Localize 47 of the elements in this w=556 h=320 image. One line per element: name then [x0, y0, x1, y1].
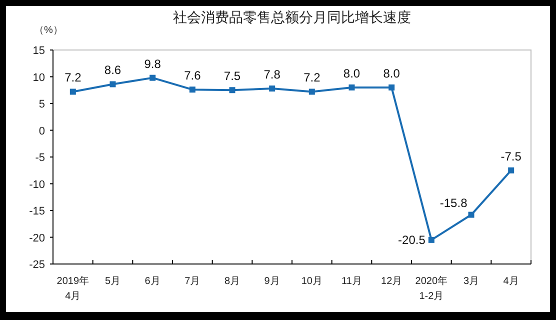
x-tick-label: 8月 — [224, 276, 240, 287]
x-tick-label: 5月 — [104, 276, 121, 287]
data-label: 8.0 — [383, 66, 400, 80]
data-label: -15.8 — [440, 196, 468, 210]
data-label: 7.6 — [184, 68, 202, 83]
point — [468, 212, 474, 218]
point — [428, 236, 434, 243]
x-tick-label: 10月 — [301, 276, 322, 287]
y-tick-label: -5 — [35, 152, 45, 164]
point — [189, 86, 196, 93]
x-tick-label: 11月 — [342, 276, 362, 287]
x-tick-label: 7月 — [184, 276, 200, 287]
data-label: 7.2 — [304, 70, 321, 85]
point — [269, 86, 276, 92]
point — [110, 81, 116, 88]
point — [348, 84, 355, 90]
x-tick-label: 3月 — [463, 276, 480, 287]
y-tick-label: 5 — [38, 98, 45, 110]
point — [229, 87, 236, 94]
data-label: -20.5 — [398, 232, 426, 247]
x-tick-label: 2020年 1-2月 — [415, 275, 448, 302]
y-tick-label: 10 — [32, 72, 45, 84]
chart-title: 社会消费品零售总额分月同比增长速度 — [173, 9, 411, 25]
y-tick-label: -20 — [29, 232, 45, 244]
data-label: 7.2 — [64, 70, 82, 85]
point — [508, 167, 514, 174]
x-tick-label: 9月 — [264, 276, 280, 287]
x-tick-label: 6月 — [144, 276, 160, 287]
data-label: 8.6 — [104, 63, 122, 78]
y-tick-label: -25 — [29, 259, 45, 271]
y-tick-label: -10 — [29, 178, 45, 191]
y-tick-label: 0 — [38, 125, 45, 138]
y-axis-title: （%） — [34, 25, 63, 36]
data-label: 7.8 — [264, 68, 281, 82]
point — [388, 84, 395, 90]
point — [150, 74, 156, 81]
x-tick-label: 4月 — [503, 276, 519, 287]
data-label: 7.5 — [224, 69, 241, 84]
point — [308, 88, 315, 95]
data-label: 9.8 — [144, 56, 162, 71]
data-label: -7.5 — [500, 149, 522, 164]
y-tick-label: 15 — [32, 45, 45, 57]
y-tick-label: -15 — [29, 206, 45, 218]
x-tick-label: 2019年 4月 — [56, 275, 90, 302]
x-tick-label: 12月 — [381, 276, 402, 287]
data-label: 8.0 — [343, 66, 360, 80]
point — [70, 88, 76, 95]
